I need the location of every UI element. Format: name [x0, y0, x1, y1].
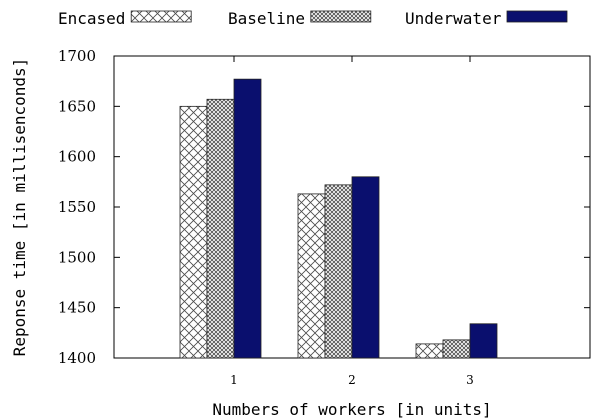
y-tick-label: 1700	[58, 47, 96, 65]
y-axis-label: Reponse time [in millisenconds]	[10, 58, 29, 357]
legend-swatch-underwater	[506, 10, 568, 23]
bar-underwater-3	[469, 323, 498, 359]
y-tick-label: 1450	[58, 299, 96, 317]
legend-label-baseline: Baseline	[228, 9, 305, 28]
bar-encased-1	[179, 105, 208, 359]
x-tick-label: 2	[348, 373, 356, 387]
bar-encased-2	[297, 193, 326, 359]
bar-baseline-3	[442, 339, 471, 359]
x-tick-label: 3	[466, 373, 474, 387]
y-tick-label: 1500	[58, 248, 96, 266]
legend: Encased Baseline Underwater	[58, 9, 568, 28]
bar-baseline-1	[206, 98, 235, 359]
bar-underwater-1	[233, 78, 262, 359]
y-tick-label: 1550	[58, 198, 96, 216]
legend-label-encased: Encased	[58, 9, 125, 28]
x-axis-label: Numbers of workers [in units]	[212, 400, 491, 419]
legend-swatch-baseline	[310, 10, 372, 23]
legend-label-underwater: Underwater	[405, 9, 502, 28]
y-axis: 1400 1450 1500 1550 1600 1650 1700	[58, 47, 590, 367]
y-tick-label: 1400	[58, 349, 96, 367]
bars	[179, 78, 498, 359]
y-tick-label: 1600	[58, 148, 96, 166]
bar-encased-3	[415, 343, 444, 359]
x-tick-label: 1	[230, 373, 238, 387]
bar-underwater-2	[351, 176, 380, 359]
bar-baseline-2	[324, 184, 353, 359]
y-tick-label: 1650	[58, 97, 96, 115]
legend-swatch-encased	[130, 10, 192, 23]
